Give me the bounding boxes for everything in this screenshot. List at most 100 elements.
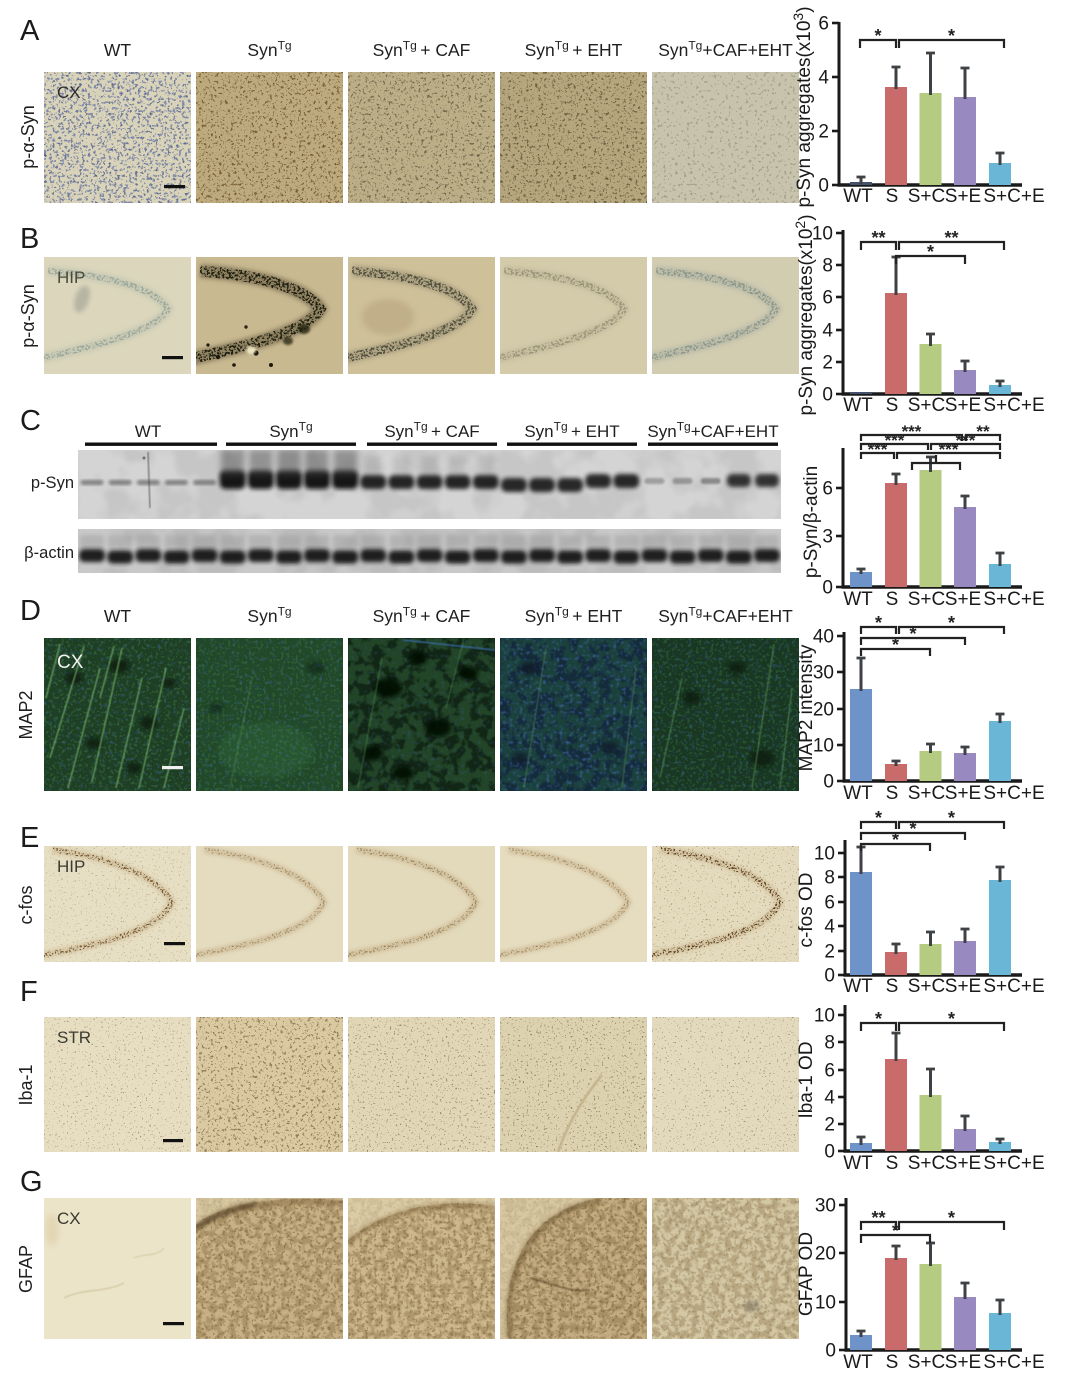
svg-text:***: *** [956, 431, 976, 450]
svg-text:GFAP: GFAP [16, 1245, 36, 1293]
svg-text:WT: WT [135, 422, 161, 441]
svg-text:S+E: S+E [945, 395, 981, 416]
svg-text:C: C [20, 405, 41, 437]
svg-text:10: 10 [814, 1006, 835, 1027]
svg-text:Iba-1: Iba-1 [16, 1064, 36, 1105]
svg-text:S+C: S+C [908, 1352, 946, 1373]
svg-text:S+E: S+E [945, 783, 981, 804]
svg-text:SynTg​ + EHT: SynTg​ + EHT [525, 605, 623, 627]
svg-text:β-actin: β-actin [24, 544, 74, 562]
svg-text:SynTg​ + EHT: SynTg​ + EHT [525, 39, 623, 61]
svg-text:6: 6 [824, 893, 835, 914]
svg-text:6: 6 [822, 288, 833, 309]
svg-text:MAP2 intensity: MAP2 intensity [796, 644, 817, 771]
svg-text:WT: WT [843, 395, 873, 416]
svg-text:S+C+E: S+C+E [983, 1153, 1044, 1174]
svg-text:6: 6 [824, 1061, 835, 1082]
svg-text:S+C: S+C [908, 589, 946, 610]
svg-text:*: * [948, 1208, 955, 1228]
svg-text:10: 10 [815, 1293, 836, 1314]
svg-text:S+C+E: S+C+E [983, 1352, 1044, 1373]
svg-text:p-Syn: p-Syn [31, 474, 74, 492]
svg-text:SynTg​+CAF+EHT: SynTg​+CAF+EHT [658, 39, 793, 61]
svg-text:SynTg​+CAF+EHT: SynTg​+CAF+EHT [658, 605, 793, 627]
svg-text:2: 2 [824, 942, 835, 963]
svg-text:30: 30 [813, 663, 834, 684]
svg-text:S+E: S+E [945, 589, 981, 610]
svg-text:***: *** [902, 422, 922, 441]
svg-text:c-fos: c-fos [16, 885, 36, 924]
svg-text:4: 4 [824, 917, 835, 938]
svg-text:**: ** [871, 228, 885, 248]
svg-text:p-α-Syn: p-α-Syn [18, 105, 38, 168]
svg-text:20: 20 [813, 700, 834, 721]
svg-text:S: S [886, 395, 899, 416]
svg-text:S+C+E: S+C+E [983, 976, 1044, 997]
svg-text:GFAP OD: GFAP OD [796, 1232, 817, 1316]
svg-text:E: E [20, 822, 39, 854]
svg-text:S+C: S+C [908, 186, 946, 207]
svg-text:0: 0 [818, 176, 829, 197]
svg-text:*: * [875, 1009, 882, 1029]
svg-text:c-fos OD: c-fos OD [796, 873, 817, 948]
svg-text:WT: WT [104, 40, 132, 60]
svg-text:**: ** [976, 422, 990, 441]
svg-text:S+E: S+E [945, 1153, 981, 1174]
svg-text:10: 10 [813, 736, 834, 757]
svg-text:*: * [892, 830, 899, 850]
svg-text:MAP2: MAP2 [16, 690, 36, 739]
svg-text:0: 0 [822, 385, 833, 406]
svg-text:8: 8 [824, 868, 835, 889]
svg-text:S+C: S+C [908, 395, 946, 416]
svg-text:SynTg​+CAF+EHT: SynTg​+CAF+EHT [647, 420, 778, 442]
svg-text:F: F [20, 976, 38, 1008]
svg-text:HIP: HIP [57, 857, 85, 876]
svg-text:SynTg​ + CAF: SynTg​ + CAF [373, 605, 471, 627]
svg-text:p-Syn aggregates(x103​): p-Syn aggregates(x103​) [790, 6, 815, 207]
svg-text:0: 0 [824, 1142, 835, 1163]
svg-text:WT: WT [843, 976, 873, 997]
svg-text:10: 10 [812, 224, 833, 245]
svg-text:0: 0 [825, 1341, 836, 1362]
svg-text:6: 6 [822, 479, 833, 500]
svg-text:3: 3 [822, 527, 833, 548]
svg-text:S+C+E: S+C+E [983, 783, 1044, 804]
svg-text:S+C+E: S+C+E [983, 186, 1044, 207]
svg-text:10: 10 [814, 844, 835, 865]
svg-text:**: ** [871, 1208, 885, 1228]
svg-text:S+C+E: S+C+E [983, 395, 1044, 416]
svg-text:S: S [886, 1352, 899, 1373]
svg-text:*: * [948, 613, 955, 633]
svg-text:S+C: S+C [908, 976, 946, 997]
svg-text:SynTg​ + EHT: SynTg​ + EHT [524, 420, 619, 442]
svg-text:A: A [20, 15, 40, 47]
svg-text:***: *** [885, 431, 905, 450]
svg-text:*: * [948, 26, 955, 46]
svg-text:2: 2 [818, 122, 829, 143]
svg-text:S+E: S+E [945, 1352, 981, 1373]
svg-text:SynTg​ + CAF: SynTg​ + CAF [373, 39, 471, 61]
svg-text:*: * [909, 624, 916, 644]
svg-text:WT: WT [843, 589, 873, 610]
svg-text:G: G [20, 1166, 43, 1198]
svg-text:p-α-Syn: p-α-Syn [18, 284, 38, 347]
svg-text:B: B [20, 223, 39, 255]
svg-text:*: * [927, 242, 934, 262]
svg-text:6: 6 [818, 14, 829, 35]
svg-text:S: S [886, 976, 899, 997]
svg-text:HIP: HIP [57, 268, 85, 287]
svg-text:2: 2 [824, 1115, 835, 1136]
svg-text:0: 0 [822, 578, 833, 599]
svg-text:CX: CX [57, 83, 81, 102]
svg-text:*: * [948, 1009, 955, 1029]
svg-text:Iba-1 OD: Iba-1 OD [796, 1041, 817, 1118]
svg-text:WT: WT [843, 186, 873, 207]
svg-text:S+C+E: S+C+E [983, 589, 1044, 610]
svg-text:4: 4 [822, 321, 833, 342]
svg-text:4: 4 [818, 68, 829, 89]
svg-text:2: 2 [822, 353, 833, 374]
svg-text:CX: CX [57, 1209, 81, 1228]
svg-text:*: * [892, 1221, 899, 1241]
svg-text:SynTg​ + CAF: SynTg​ + CAF [384, 420, 479, 442]
svg-text:S+C: S+C [908, 783, 946, 804]
